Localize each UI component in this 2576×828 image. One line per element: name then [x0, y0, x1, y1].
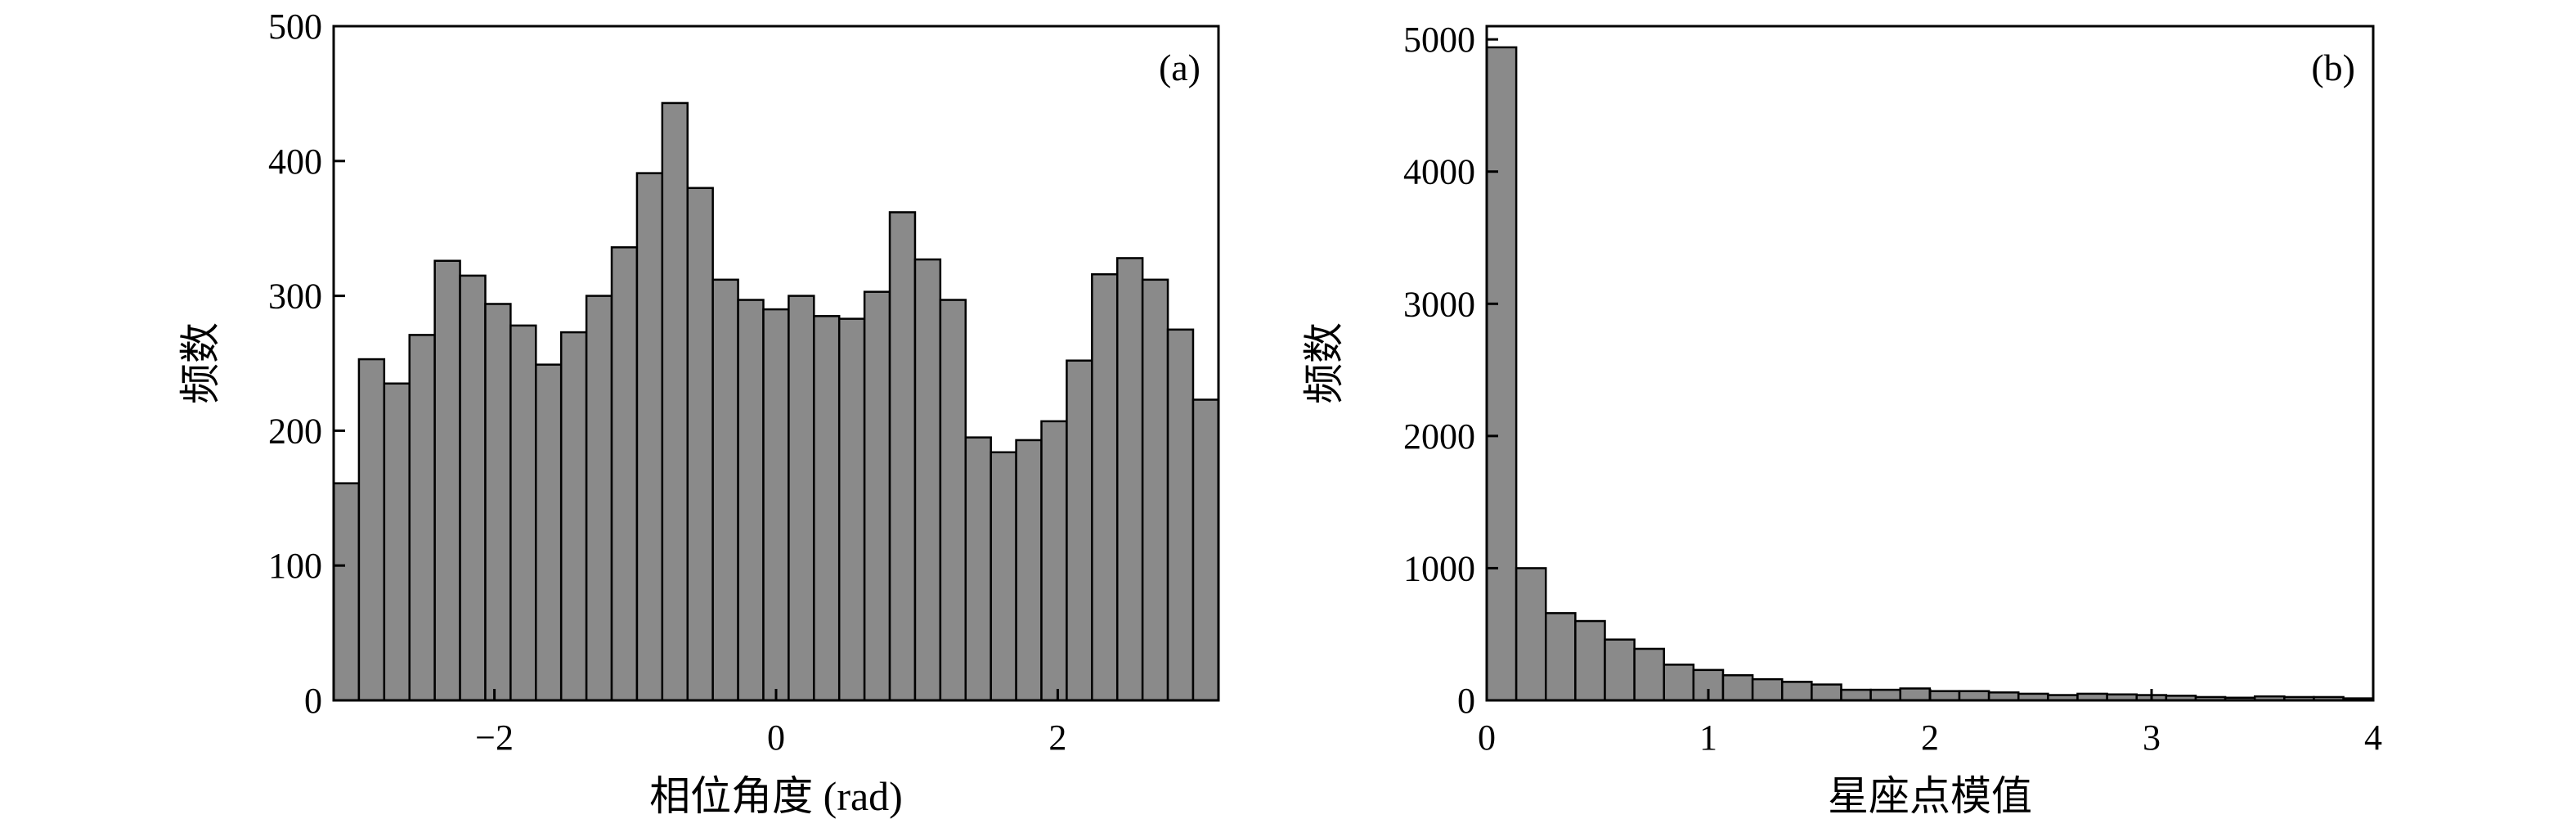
- histogram-bar: [585, 295, 613, 702]
- x-tick-label: 3: [2143, 718, 2161, 758]
- y-tick-label: 2000: [1403, 416, 1475, 457]
- histogram-bar: [813, 315, 841, 702]
- x-tick-label: 0: [767, 718, 785, 758]
- histogram-bar: [635, 172, 664, 702]
- histogram-bar: [1141, 278, 1169, 702]
- x-tick-label: −2: [475, 718, 514, 758]
- y-tick-label: 0: [1457, 681, 1475, 721]
- histogram-bar: [1811, 683, 1842, 702]
- histogram-bar: [1091, 272, 1119, 702]
- panel-label: (b): [2311, 47, 2355, 88]
- histogram-bar: [913, 258, 942, 702]
- histogram-bar: [1958, 690, 1990, 702]
- histogram-bar: [408, 334, 436, 702]
- histogram-bar: [1751, 677, 1784, 702]
- histogram-bar: [1192, 398, 1220, 702]
- y-tick-label: 100: [268, 546, 322, 586]
- histogram-bar: [1780, 681, 1813, 702]
- histogram-bar: [484, 303, 512, 702]
- histogram-bar: [837, 317, 866, 702]
- histogram-bar: [1869, 688, 1901, 702]
- histogram-bar: [711, 278, 739, 702]
- histogram-bar: [1574, 619, 1606, 702]
- histogram-bar: [459, 274, 487, 702]
- histogram-bar: [559, 331, 588, 702]
- y-tick-label: 1000: [1403, 548, 1475, 588]
- histogram-bar: [1721, 674, 1754, 702]
- histogram-bar: [1899, 687, 1932, 702]
- histogram-bar: [1604, 638, 1636, 702]
- y-axis-label: 频数: [1301, 322, 1347, 404]
- histogram-bar: [1015, 439, 1043, 702]
- bars: [1485, 46, 2374, 702]
- histogram-bar: [990, 451, 1017, 702]
- x-axis-label: 星座点模值: [1828, 773, 2032, 819]
- histogram-bar: [357, 358, 386, 702]
- plot-frame: [1485, 25, 2375, 702]
- histogram-panel-a: 0 100 200 300 400 500 −2 0 2 (a) 相位角度 (rad) 频数: [177, 7, 1220, 819]
- histogram-bar: [1663, 664, 1695, 702]
- histogram-bar: [737, 299, 765, 702]
- y-tick-label: 5000: [1403, 20, 1475, 60]
- y-tick-label: 200: [268, 411, 322, 451]
- histogram-bar: [610, 246, 639, 702]
- y-tick-label: 3000: [1403, 284, 1475, 324]
- histogram-bar: [383, 382, 411, 702]
- histogram-bar: [1544, 612, 1577, 702]
- histogram-bar: [939, 299, 967, 702]
- histogram-bar: [863, 290, 891, 702]
- histogram-panel-b: 0 1000 2000 3000 4000 5000 0 1 2 3 4 (b) 星座点模值 频数: [1301, 20, 2382, 819]
- histogram-bar: [1066, 359, 1093, 702]
- histogram-bar: [1515, 567, 1547, 702]
- histogram-bar: [788, 295, 815, 702]
- histogram-bar: [1485, 46, 1518, 702]
- histogram-bar: [888, 211, 917, 702]
- histogram-bar: [535, 363, 563, 702]
- x-tick-label: 2: [1921, 718, 1939, 758]
- x-tick-label: 0: [1478, 718, 1496, 758]
- y-tick-label: 500: [268, 7, 322, 47]
- histogram-bar: [1166, 328, 1195, 702]
- x-tick-label: 4: [2364, 718, 2382, 758]
- histogram-bar: [1928, 690, 1961, 702]
- y-tick-label: 0: [304, 681, 322, 721]
- x-axis-label: 相位角度 (rad): [649, 773, 903, 819]
- y-tick-label: 4000: [1403, 152, 1475, 192]
- histogram-bar: [332, 482, 361, 702]
- histogram-bar: [1633, 647, 1665, 702]
- bars: [332, 101, 1220, 702]
- histogram-bar: [433, 259, 461, 702]
- histogram-bar: [762, 308, 790, 702]
- histogram-bar: [964, 436, 992, 702]
- histogram-bar: [1840, 688, 1872, 702]
- panel-label: (a): [1159, 47, 1200, 88]
- x-tick-label: 1: [1699, 718, 1717, 758]
- y-tick-label: 300: [268, 277, 322, 317]
- histogram-bar: [509, 324, 537, 702]
- y-axis-label: 频数: [177, 322, 223, 404]
- histogram-bar: [686, 187, 714, 702]
- histogram-bar: [1040, 420, 1068, 702]
- y-tick-label: 400: [268, 142, 322, 182]
- x-tick-label: 2: [1048, 718, 1066, 758]
- histogram-bar: [661, 101, 689, 702]
- histogram-bar: [1115, 257, 1144, 702]
